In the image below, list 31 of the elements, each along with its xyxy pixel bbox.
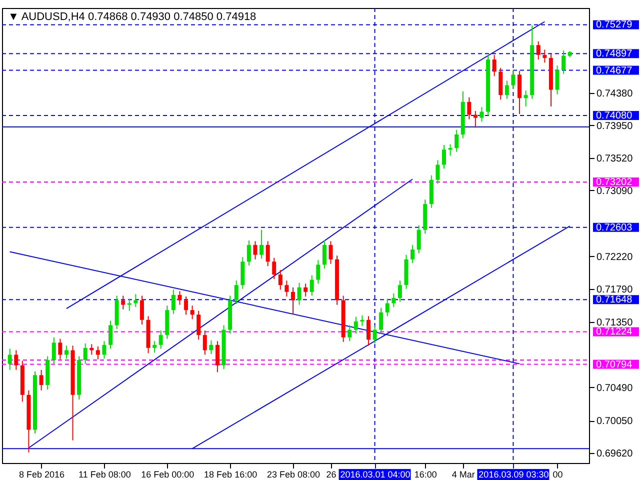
ref-line-label: 0.74080 bbox=[596, 110, 633, 122]
y-tick-label: 0.72220 bbox=[596, 252, 634, 263]
ref-line-label: 0.75279 bbox=[596, 20, 633, 31]
ref-line-label: 0.74897 bbox=[596, 48, 633, 60]
ref-line-label: 0.74677 bbox=[596, 65, 633, 76]
y-tick-label: 0.70050 bbox=[596, 416, 634, 428]
x-tick-label: 00 bbox=[552, 470, 563, 480]
ref-line-label: 0.70794 bbox=[596, 359, 633, 370]
y-tick-label: 0.73950 bbox=[596, 120, 634, 132]
ref-line-label: 0.71224 bbox=[596, 326, 633, 338]
y-tick-label: 0.69620 bbox=[596, 448, 634, 460]
ref-line-label: 0.73202 bbox=[596, 176, 633, 188]
y-tick-label: 0.71790 bbox=[596, 284, 634, 296]
ref-line-label: 0.72603 bbox=[596, 222, 633, 234]
x-tick-label: 26 bbox=[326, 470, 336, 480]
x-tick-label: 11 Feb 08:00 bbox=[78, 470, 131, 480]
y-tick-label: 0.73520 bbox=[596, 153, 634, 164]
x-tick-label: 16 Feb 00:00 bbox=[141, 470, 194, 480]
x-tick-label: 2016.03.01 04:00 bbox=[340, 470, 410, 480]
x-tick-label: 18 Feb 16:00 bbox=[204, 470, 258, 480]
chart-title: ▼ AUDUSD,H4 0.74868 0.74930 0.74850 0.74918 bbox=[8, 11, 256, 23]
x-tick-label: 8 Feb 2016 bbox=[19, 470, 65, 480]
y-tick-label: 0.73090 bbox=[596, 186, 634, 197]
y-tick-label: 0.71350 bbox=[596, 318, 634, 329]
x-tick-label: 16:00 bbox=[414, 470, 437, 480]
x-tick-label: 23 Feb 08:00 bbox=[266, 470, 320, 480]
y-tick-label: 0.74380 bbox=[596, 88, 634, 100]
x-tick-label: 2016.03.09 03:30 bbox=[478, 470, 549, 480]
ref-line-label: 0.71648 bbox=[596, 294, 633, 306]
y-tick-label: 0.70490 bbox=[596, 382, 634, 394]
x-tick-label: 4 Mar bbox=[452, 470, 475, 480]
